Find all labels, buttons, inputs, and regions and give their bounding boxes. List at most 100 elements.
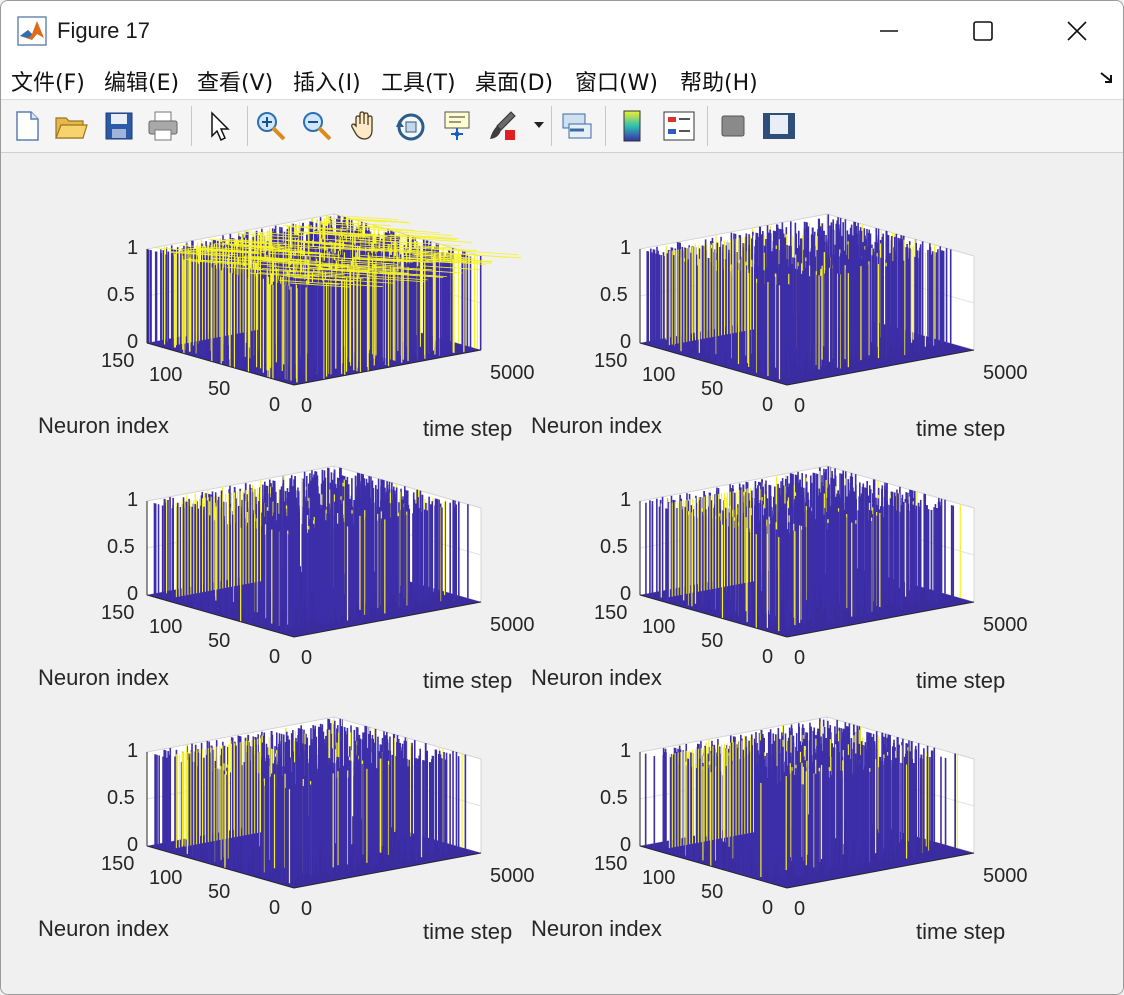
- menu-insert[interactable]: 插入(I): [293, 71, 361, 96]
- y-tick-label: 50: [701, 630, 724, 652]
- maximize-button[interactable]: [937, 1, 1029, 61]
- spike-mark: [313, 230, 374, 236]
- zoom-in-icon[interactable]: [253, 108, 289, 144]
- z-tick-label: 0.5: [600, 536, 628, 558]
- surface-plot[interactable]: [1, 153, 521, 453]
- save-icon[interactable]: [101, 108, 137, 144]
- surface-plot[interactable]: [1, 656, 521, 956]
- surface-plot[interactable]: [494, 405, 1014, 705]
- y-axis-label: Neuron index: [531, 413, 662, 438]
- figure-canvas[interactable]: 1 0.5 0 150 100 50 0 0 5000 Neuron index time step…: [1, 153, 1123, 994]
- spike-mark: [283, 239, 344, 245]
- spike-mark: [396, 235, 457, 241]
- y-tick-label: 150: [101, 602, 135, 624]
- subplot-4[interactable]: 1 0.5 0 150 100 50 0 0 5000 Neuron index time step: [494, 405, 1028, 705]
- y-axis-line: [146, 594, 295, 638]
- x-axis-label: time step: [916, 668, 1006, 693]
- spike-mark: [398, 234, 459, 239]
- x-tick-label: 5000: [983, 614, 1028, 636]
- spike-mark: [307, 261, 368, 267]
- data-cursor-icon[interactable]: [439, 108, 475, 144]
- z-tick-label: 0: [127, 583, 139, 605]
- spike-mark: [325, 221, 386, 226]
- show-plot-tools-icon[interactable]: [761, 108, 797, 144]
- menu-edit[interactable]: 编辑(E): [104, 71, 180, 96]
- minimize-button[interactable]: [843, 1, 935, 61]
- x-tick-label: 5000: [490, 865, 535, 887]
- spike-mark: [229, 245, 291, 251]
- spike-mark: [200, 249, 261, 255]
- y-tick-label: 0: [762, 646, 774, 668]
- toolbar-separator: [191, 106, 192, 146]
- x-tick-label: 0: [301, 395, 313, 417]
- spike-mark: [294, 230, 355, 236]
- spike-mark: [383, 273, 444, 278]
- spike-mark: [364, 277, 425, 283]
- spike-mark: [214, 243, 275, 249]
- pan-hand-icon[interactable]: [347, 108, 383, 144]
- menu-help[interactable]: 帮助(H): [680, 71, 758, 96]
- brush-icon[interactable]: [485, 108, 521, 144]
- x-axis-line: [293, 601, 482, 638]
- zoom-out-icon[interactable]: [299, 108, 335, 144]
- spike-mark: [334, 278, 395, 284]
- x-axis-label: time step: [423, 919, 513, 944]
- spike-mark: [247, 257, 309, 263]
- x-tick-label: 0: [794, 395, 806, 417]
- spike-mark: [354, 226, 415, 231]
- y-tick-label: 100: [149, 867, 183, 889]
- rotate-3d-icon[interactable]: [393, 108, 429, 144]
- y-tick-label: 150: [594, 602, 628, 624]
- title-bar[interactable]: Figure 17: [1, 1, 1123, 61]
- matlab-logo-icon: [17, 16, 47, 46]
- y-axis-line: [146, 342, 295, 386]
- x-axis-line: [293, 852, 482, 889]
- hide-plot-tools-icon[interactable]: [715, 108, 751, 144]
- subplot-6[interactable]: 1 0.5 0 150 100 50 0 0 5000 Neuron index time step: [494, 656, 1028, 956]
- spike-mark: [339, 257, 400, 263]
- close-button[interactable]: [1031, 1, 1123, 61]
- spike-mark: [392, 231, 453, 237]
- subplot-5[interactable]: 1 0.5 0 150 100 50 0 0 5000 Neuron index time step: [1, 656, 535, 956]
- spike-mark: [398, 246, 459, 252]
- spike-mark: [307, 273, 368, 279]
- toolbar-separator: [605, 106, 606, 146]
- legend-icon[interactable]: [661, 108, 697, 144]
- spike-mark: [432, 257, 493, 263]
- subplot-3[interactable]: 1 0.5 0 150 100 50 0 0 5000 Neuron index time step: [1, 405, 535, 705]
- spike-mark: [359, 244, 420, 250]
- spike-mark: [304, 226, 365, 232]
- z-tick-label: 0: [620, 583, 632, 605]
- surface-plot[interactable]: [1, 405, 521, 705]
- spike-mark: [217, 260, 278, 266]
- menu-window[interactable]: 窗口(W): [575, 71, 658, 96]
- print-icon[interactable]: [145, 108, 181, 144]
- spike-mark: [259, 272, 320, 278]
- surface-plot[interactable]: [494, 153, 1014, 453]
- spike-mark: [392, 243, 453, 249]
- spike-mark: [169, 251, 230, 257]
- subplot-2[interactable]: 1 0.5 0 150 100 50 0 0 5000 Neuron index time step: [494, 153, 1028, 453]
- new-figure-icon[interactable]: [9, 108, 45, 144]
- pointer-icon[interactable]: [201, 108, 237, 144]
- link-plot-icon[interactable]: [559, 108, 595, 144]
- dock-arrow-icon[interactable]: [1099, 71, 1115, 85]
- spike-mark: [261, 267, 322, 273]
- menu-file[interactable]: 文件(F): [11, 71, 85, 96]
- menu-desktop[interactable]: 桌面(D): [475, 71, 554, 96]
- subplot-1[interactable]: 1 0.5 0 150 100 50 0 0 5000 Neuron index time step: [1, 153, 535, 453]
- colorbar-icon[interactable]: [615, 108, 651, 144]
- spike-mark: [367, 275, 428, 281]
- y-tick-label: 100: [149, 616, 183, 638]
- spike-mark: [419, 265, 480, 271]
- spike-mark: [346, 235, 407, 241]
- chevron-down-icon[interactable]: [533, 120, 545, 130]
- spike-mark: [356, 234, 417, 240]
- menu-tools[interactable]: 工具(T): [381, 71, 456, 96]
- surface-plot[interactable]: [494, 656, 1014, 956]
- spike-mark: [223, 242, 284, 248]
- menu-view[interactable]: 查看(V): [197, 71, 274, 96]
- open-file-icon[interactable]: [53, 108, 89, 144]
- z-tick-label: 0.5: [600, 284, 628, 306]
- spike-mark: [321, 263, 382, 269]
